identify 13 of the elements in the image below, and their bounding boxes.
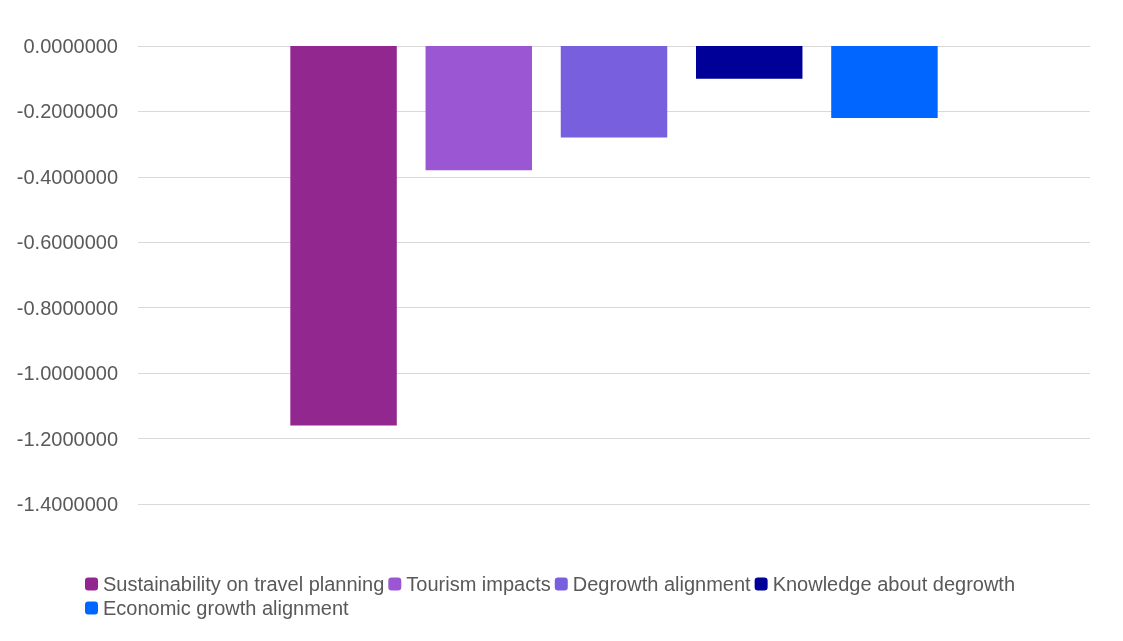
legend-label: Degrowth alignment — [572, 573, 752, 595]
y-tick-label: -1.0000000 — [16, 362, 118, 385]
y-tick-label: 0.0000000 — [23, 35, 118, 57]
y-tick-label: -0.4000000 — [16, 165, 118, 188]
y-tick-label: -0.6000000 — [16, 231, 118, 254]
y-tick-label: -1.4000000 — [16, 493, 118, 515]
legend-label: Tourism impacts — [406, 573, 551, 595]
legend-label: Economic growth alignment — [103, 597, 350, 619]
y-tick-label: -0.2000000 — [16, 100, 118, 123]
legend-label: Sustainability on travel planning — [103, 573, 385, 595]
y-tick-label: -1.2000000 — [16, 427, 118, 450]
y-tick-label: -0.8000000 — [16, 296, 118, 319]
legend-label: Knowledge about degrowth — [772, 573, 1016, 595]
